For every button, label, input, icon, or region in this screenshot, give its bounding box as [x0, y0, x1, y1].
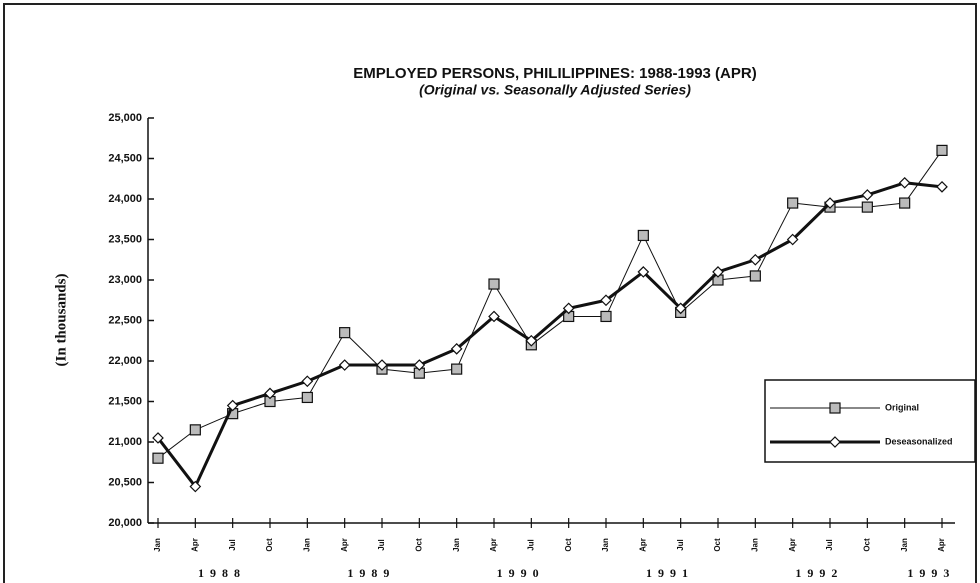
point: [936, 144, 948, 156]
x-tick-label: Oct: [265, 538, 274, 552]
point: [339, 327, 351, 339]
point: [301, 375, 314, 388]
point: [787, 197, 799, 209]
x-tick-label: Apr: [638, 538, 647, 552]
legend-marker: [829, 436, 841, 448]
year-label: 1991: [646, 566, 694, 580]
point: [301, 391, 313, 404]
y-tick-label: 22,500: [108, 314, 142, 326]
y-tick-label: 23,000: [108, 274, 142, 286]
point: [226, 399, 239, 412]
x-tick-label: Jul: [228, 539, 237, 551]
x-tick-label: Oct: [862, 538, 871, 552]
point: [488, 310, 500, 323]
chart-subtitle: (Original vs. Seasonally Adjusted Series…: [419, 82, 691, 98]
point: [264, 387, 276, 400]
y-tick-label: 21,500: [108, 395, 142, 407]
point: [824, 197, 836, 209]
series-line: [156, 181, 943, 489]
frame: [3, 3, 977, 583]
point: [637, 266, 650, 278]
y-tick-label: 21,000: [108, 436, 142, 448]
chart-title: EMPLOYED PERSONS, PHILILIPPINES: 1988-19…: [353, 65, 756, 82]
x-tick-label: Jan: [153, 538, 162, 552]
point: [413, 359, 426, 371]
point: [674, 302, 687, 315]
point: [861, 189, 874, 201]
point: [600, 310, 612, 323]
x-tick-label: Jan: [452, 538, 461, 552]
year-label: 1992: [795, 566, 843, 580]
point: [898, 176, 911, 189]
point: [450, 343, 463, 355]
y-tick-label: 25,000: [108, 112, 142, 124]
point: [451, 363, 463, 375]
x-tick-label: Jan: [302, 538, 311, 552]
point: [899, 197, 911, 209]
y-tick-label: 20,000: [108, 517, 142, 529]
x-tick-label: Oct: [564, 538, 573, 552]
point: [525, 334, 538, 347]
x-tick-label: Apr: [190, 538, 199, 552]
y-axis-label: (In thousands): [53, 274, 69, 367]
x-tick-label: Apr: [340, 538, 349, 552]
x-tick-label: Jul: [676, 539, 685, 551]
point: [189, 424, 201, 436]
point: [488, 278, 500, 290]
legend-marker: [829, 402, 841, 414]
y-tick-label: 23,500: [108, 233, 142, 245]
point: [749, 270, 761, 282]
year-label: 1993: [907, 566, 955, 580]
point: [562, 302, 575, 315]
point: [749, 253, 762, 266]
year-label: 1989: [347, 566, 395, 580]
x-tick-label: Oct: [414, 538, 423, 552]
legend-box: [764, 379, 976, 463]
x-tick-label: Apr: [788, 538, 797, 552]
y-tick-label: 24,500: [108, 152, 142, 164]
series-line: [157, 150, 943, 459]
year-label: 1988: [198, 566, 246, 580]
x-tick-label: Jul: [377, 539, 386, 551]
y-tick-label: 20,500: [108, 476, 142, 488]
x-tick-label: Oct: [713, 538, 722, 552]
point: [936, 181, 948, 193]
x-tick-label: Jul: [526, 539, 535, 551]
point: [712, 266, 724, 278]
point: [152, 432, 164, 444]
legend-label: Original: [885, 402, 919, 412]
year-label: 1990: [497, 566, 545, 580]
x-tick-label: Apr: [937, 538, 946, 552]
y-tick-label: 22,000: [108, 355, 142, 367]
point: [189, 480, 202, 493]
point: [600, 294, 612, 307]
x-tick-label: Jan: [601, 538, 610, 552]
x-tick-label: Jul: [825, 539, 834, 551]
x-tick-label: Jan: [900, 538, 909, 552]
point: [376, 359, 388, 371]
legend-label: Deseasonalized: [885, 436, 953, 446]
point: [152, 452, 164, 464]
point: [637, 229, 649, 242]
y-tick-label: 24,000: [108, 193, 142, 205]
point: [861, 201, 873, 213]
x-tick-label: Apr: [489, 538, 498, 552]
point: [786, 233, 799, 246]
point: [338, 359, 351, 371]
x-tick-label: Jan: [750, 538, 759, 552]
